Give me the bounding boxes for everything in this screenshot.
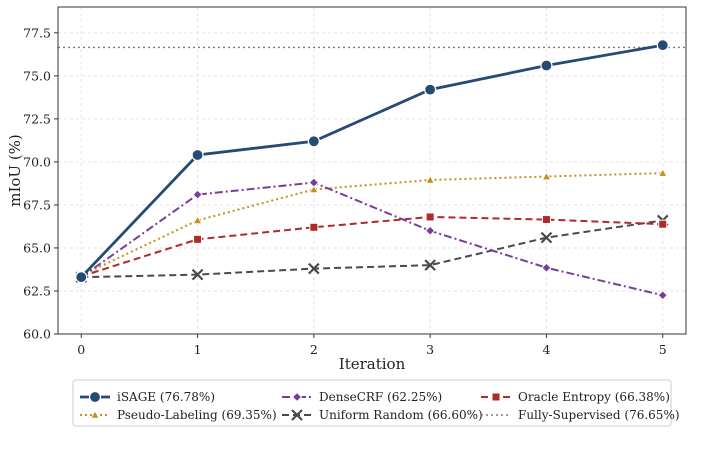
series-lines xyxy=(75,39,669,301)
legend-label: DenseCRF (62.25%) xyxy=(319,390,442,404)
series-2 xyxy=(76,177,668,301)
data-point xyxy=(658,168,668,177)
data-point xyxy=(75,271,88,284)
data-point xyxy=(658,219,668,229)
legend-marker xyxy=(291,409,303,421)
y-tick-label: 77.5 xyxy=(23,25,51,40)
series-line-0 xyxy=(80,43,663,279)
legend-item: iSAGE (76.78%) xyxy=(80,390,215,404)
y-tick-label: 65.0 xyxy=(23,240,51,255)
y-tick-label: 72.5 xyxy=(23,111,51,126)
series-line-1 xyxy=(80,172,663,277)
x-axis-label: Iteration xyxy=(339,355,406,373)
data-point xyxy=(424,225,436,236)
y-tick-label: 62.5 xyxy=(23,283,51,298)
data-point xyxy=(192,189,203,200)
legend-label: Uniform Random (66.60%) xyxy=(319,408,483,422)
data-point xyxy=(656,39,669,52)
x-tick-label: 3 xyxy=(426,342,434,357)
axis-ticks: 0 1 2 3 4 5 60.0 62.5 65.0 67.5 70.0 72.5 75.0 77.5 xyxy=(23,25,667,357)
series-0 xyxy=(75,39,669,284)
legend-item: Oracle Entropy (66.38%) xyxy=(481,390,670,404)
data-point xyxy=(541,171,552,181)
data-point xyxy=(540,231,553,244)
y-tick-label: 67.5 xyxy=(23,197,51,212)
data-point xyxy=(191,268,204,281)
series-1 xyxy=(76,168,668,280)
y-tick-label: 75.0 xyxy=(23,68,51,83)
plot-frame xyxy=(57,6,687,335)
series-line-2 xyxy=(80,181,663,297)
legend-marker xyxy=(491,392,501,402)
data-point xyxy=(425,212,435,222)
y-tick-label: 60.0 xyxy=(23,327,51,342)
legend-marker xyxy=(90,410,100,419)
series-line-4 xyxy=(80,215,663,278)
data-point xyxy=(307,135,320,148)
legend-item: Pseudo-Labeling (69.35%) xyxy=(80,408,277,422)
data-point xyxy=(541,215,551,225)
data-point xyxy=(424,83,437,96)
data-point xyxy=(308,262,320,275)
series-line-3 xyxy=(81,219,663,279)
data-point xyxy=(308,177,320,188)
x-tick-label: 2 xyxy=(310,342,318,357)
y-tick-label: 70.0 xyxy=(23,154,51,169)
data-point xyxy=(540,59,553,72)
gridlines xyxy=(58,7,686,335)
legend-label: Pseudo-Labeling (69.35%) xyxy=(117,408,277,422)
legend-label: Fully-Supervised (76.65%) xyxy=(518,408,680,422)
legend-marker xyxy=(88,390,102,404)
x-tick-label: 1 xyxy=(194,342,202,357)
data-point xyxy=(191,148,204,162)
y-axis-label: mIoU (%) xyxy=(6,134,24,207)
legend: iSAGE (76.78%) Pseudo-Labeling (69.35%) De… xyxy=(72,379,680,427)
legend-item: DenseCRF (62.25%) xyxy=(282,390,442,404)
x-tick-label: 5 xyxy=(659,342,667,357)
legend-label: Oracle Entropy (66.38%) xyxy=(518,390,670,404)
data-point xyxy=(541,262,552,273)
data-point xyxy=(424,259,436,271)
data-point xyxy=(309,184,319,194)
legend-item: Uniform Random (66.60%) xyxy=(282,408,483,422)
legend-box xyxy=(72,379,672,427)
series-4 xyxy=(76,212,668,281)
data-point xyxy=(192,215,203,225)
data-point xyxy=(657,290,668,301)
legend-item: Fully-Supervised (76.65%) xyxy=(481,408,680,422)
x-tick-label: 4 xyxy=(542,342,550,357)
data-point xyxy=(309,222,319,232)
legend-marker xyxy=(291,391,303,403)
data-point xyxy=(193,234,203,244)
data-point xyxy=(425,175,435,184)
legend-label: iSAGE (76.78%) xyxy=(117,390,215,404)
x-tick-label: 0 xyxy=(77,342,85,357)
